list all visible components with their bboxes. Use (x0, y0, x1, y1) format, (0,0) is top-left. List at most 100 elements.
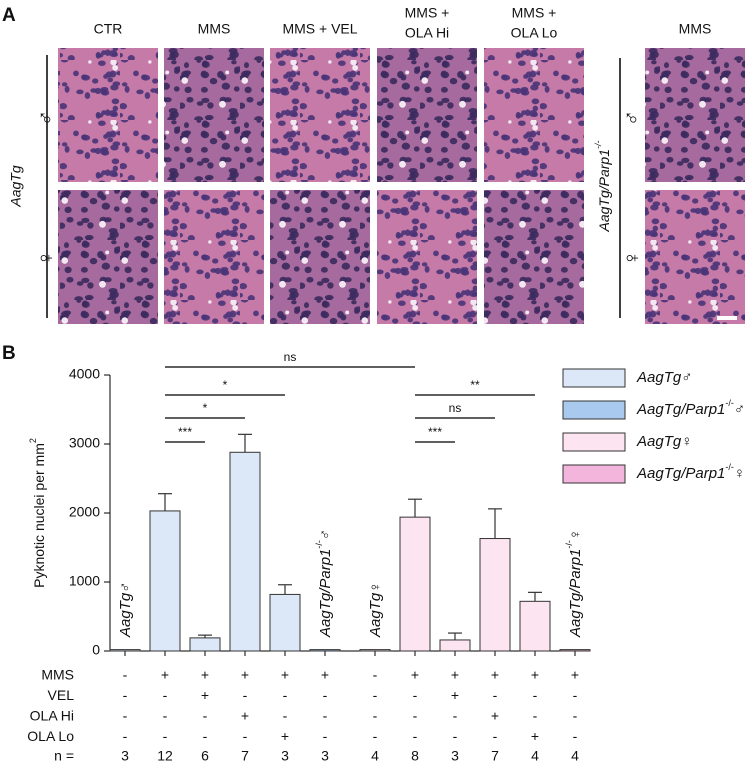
treatment-mark: + (531, 667, 539, 683)
treatment-mark: - (323, 708, 328, 724)
histology-image (645, 48, 745, 182)
significance-label: * (203, 401, 208, 415)
treatment-mark: - (533, 687, 538, 703)
n-value: 3 (451, 748, 459, 763)
bar-annotation: AagTg/Parp1-/-♀ (564, 529, 584, 638)
treatment-mark: - (163, 687, 168, 703)
histology-image (484, 190, 584, 324)
bar (359, 649, 391, 652)
treatment-mark: + (451, 667, 459, 683)
treatment-mark: + (411, 667, 419, 683)
y-tick-label: 1000 (69, 573, 100, 589)
treatment-mark: - (373, 728, 378, 744)
treatment-mark: + (491, 667, 499, 683)
column-header: MMS (679, 21, 712, 37)
treatment-mark: - (323, 687, 328, 703)
bar-annotation-sex: ♀ (567, 529, 584, 540)
bar-annotation-text: AagTg/Parp1 (567, 549, 584, 638)
treatment-mark: - (373, 667, 378, 683)
bar (229, 451, 261, 652)
panel-label: B (2, 343, 16, 364)
significance-label: ns (284, 350, 297, 364)
bar-annotation-sup: -/- (564, 540, 574, 549)
panel-label: A (2, 5, 16, 26)
bar-annotation: AagTg♀ (367, 582, 384, 638)
bar-annotation-sex: ♀ (367, 582, 384, 593)
bar-annotation: AagTg/Parp1-/-♂ (314, 529, 334, 638)
treatment-mark: + (451, 687, 459, 703)
y-tick-label: 0 (92, 642, 100, 658)
n-value: 3 (281, 748, 289, 763)
treatment-mark: + (201, 687, 209, 703)
legend-entry-sup: -/- (725, 462, 734, 472)
treatment-mark: + (241, 708, 249, 724)
column-header: MMS + VEL (282, 21, 357, 37)
bar (149, 510, 181, 652)
bar-annotation: AagTg♂ (117, 582, 134, 638)
histology-image (270, 190, 370, 324)
legend-entry-text: AagTg (636, 433, 682, 450)
y-tick-label: 4000 (69, 366, 100, 382)
histology-image (58, 190, 158, 324)
bar (309, 649, 341, 652)
legend-entry: AagTg/Parp1-/-♂ (636, 398, 745, 418)
treatment-mark: - (283, 687, 288, 703)
bar (519, 600, 551, 652)
n-value: 8 (411, 748, 419, 763)
treatment-mark: - (243, 687, 248, 703)
treatment-label: MMS (41, 667, 74, 683)
histology-image (645, 190, 745, 324)
column-header: MMS (198, 21, 231, 37)
legend-entry-text: AagTg (636, 369, 682, 386)
treatment-mark: - (413, 728, 418, 744)
column-header: OLA Hi (405, 25, 449, 41)
treatment-label: OLA Lo (27, 728, 74, 744)
n-label: n = (54, 748, 74, 763)
significance-label: ns (449, 401, 462, 415)
treatment-mark: - (123, 687, 128, 703)
n-value: 3 (121, 748, 129, 763)
legend-swatch (562, 464, 626, 484)
treatment-mark: - (323, 728, 328, 744)
histology-image (58, 48, 158, 182)
legend-entry-sex: ♀ (681, 433, 692, 450)
column-header: OLA Lo (511, 25, 558, 41)
treatment-mark: - (203, 708, 208, 724)
row-label-text: AagTg/Parp1 (596, 149, 612, 233)
n-value: 6 (201, 748, 209, 763)
treatment-mark: - (573, 728, 578, 744)
bar (109, 649, 141, 652)
treatment-mark: - (493, 728, 498, 744)
treatment-mark: + (321, 667, 329, 683)
column-header: MMS + (405, 5, 450, 21)
histology-image (270, 48, 370, 182)
treatment-mark: - (163, 708, 168, 724)
n-value: 4 (371, 748, 379, 763)
n-value: 4 (531, 748, 539, 763)
treatment-mark: + (281, 667, 289, 683)
bar-annotation-text: AagTg (367, 592, 384, 638)
significance-label: * (223, 378, 228, 392)
treatment-mark: - (493, 687, 498, 703)
bar (399, 516, 431, 652)
treatment-mark: + (281, 728, 289, 744)
legend-swatch (562, 400, 626, 420)
treatment-mark: + (491, 708, 499, 724)
legend-swatch (562, 368, 626, 388)
sex-label: ♂ (619, 110, 644, 127)
scale-bar (717, 316, 737, 320)
treatment-mark: + (241, 667, 249, 683)
legend-entry: AagTg♀ (636, 433, 692, 450)
y-axis-label-text: Pyknotic nuclei per mm (31, 443, 47, 588)
treatment-mark: - (413, 687, 418, 703)
bar (269, 593, 301, 652)
legend-entry-sup: -/- (725, 398, 734, 408)
treatment-mark: + (571, 667, 579, 683)
treatment-mark: - (123, 667, 128, 683)
row-label: AagTg (8, 165, 24, 207)
histology-image (377, 190, 477, 324)
treatment-mark: - (123, 728, 128, 744)
column-header: MMS + (512, 5, 557, 21)
treatment-mark: - (373, 687, 378, 703)
